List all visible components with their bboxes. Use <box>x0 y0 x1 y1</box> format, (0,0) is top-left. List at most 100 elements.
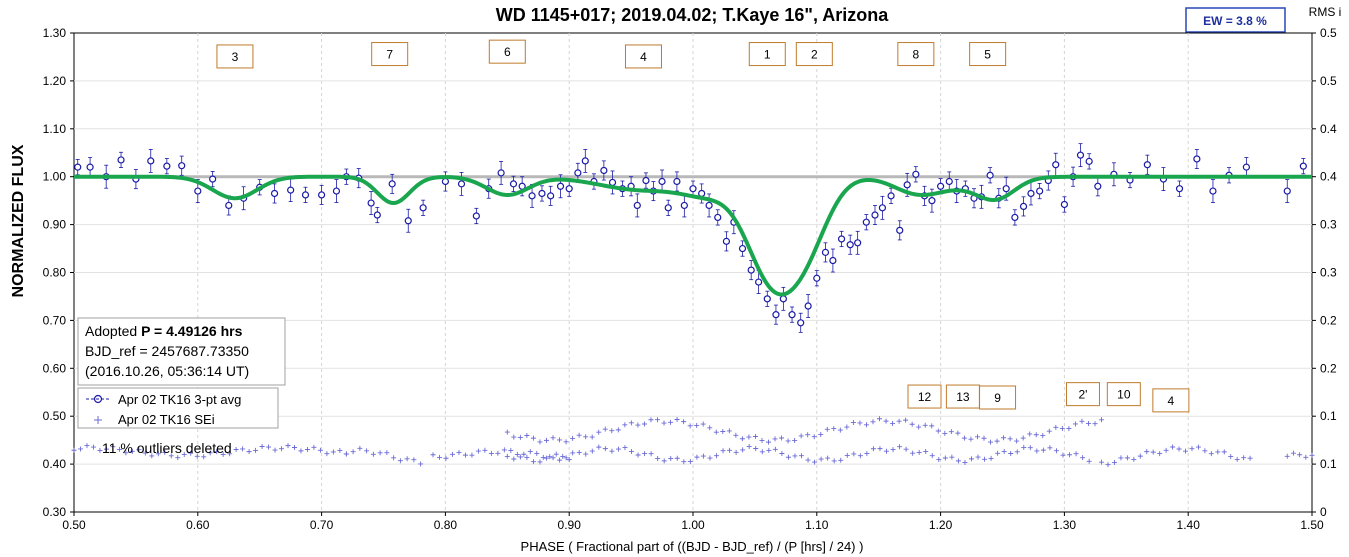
sei-point <box>694 454 700 460</box>
sei-point <box>404 456 410 462</box>
sei-point <box>142 450 148 456</box>
sei-point <box>90 444 96 450</box>
sei-point <box>700 453 706 459</box>
sei-point <box>1099 417 1105 423</box>
data-point <box>1002 185 1010 193</box>
dip-label-box <box>1152 388 1190 413</box>
sei-point <box>589 434 595 440</box>
sei-point <box>974 434 980 440</box>
y2-tick-label: 0.4 <box>1320 122 1337 136</box>
data-point <box>633 201 641 210</box>
y-axis-title: NORMALIZED FLUX <box>10 144 27 297</box>
sei-point <box>916 424 922 430</box>
sei-point <box>517 434 523 440</box>
sei-point <box>883 448 889 454</box>
dip-labels: 3 7 6 4 1 2 8 512 13 9 2' 10 4 <box>216 39 1190 413</box>
sei-point <box>942 430 948 436</box>
sei-point <box>759 437 765 443</box>
sei-point <box>1085 421 1091 427</box>
data-point <box>194 187 202 195</box>
ew-box-text: EW = 3.8 % <box>1203 14 1267 28</box>
data-point <box>332 187 341 195</box>
sei-point <box>517 454 523 460</box>
sei-point <box>259 443 265 449</box>
data-point <box>664 204 672 212</box>
sei-point <box>746 434 752 440</box>
sei-point <box>896 418 902 424</box>
sei-point <box>266 444 272 450</box>
sei-point <box>583 451 589 457</box>
dip-label-box <box>1065 382 1100 407</box>
data-point <box>86 163 94 171</box>
sei-point <box>622 422 628 428</box>
data-point <box>755 278 763 286</box>
sei-point <box>812 459 818 465</box>
model-curve <box>74 174 1312 297</box>
sei-point <box>805 432 811 438</box>
dip-label-box <box>748 42 786 67</box>
sei-point <box>1215 449 1221 455</box>
data-point <box>388 180 396 188</box>
legend-border <box>77 387 279 429</box>
sei-point <box>687 423 693 429</box>
data-point <box>556 182 565 190</box>
sei-point <box>449 451 455 457</box>
sei-point <box>870 419 876 425</box>
sei-point <box>1241 455 1247 461</box>
sei-point <box>850 419 856 425</box>
x-tick-label: 0.60 <box>186 518 210 532</box>
sei-point <box>1086 458 1092 464</box>
x-tick-label: 1.10 <box>805 518 829 532</box>
dip-label-box <box>979 385 1017 410</box>
sei-point <box>560 453 566 459</box>
sei-point <box>968 456 974 462</box>
sei-point <box>713 429 719 435</box>
sei-point <box>629 449 635 455</box>
ew-box-border <box>1185 7 1286 33</box>
data-point <box>862 218 870 226</box>
sei-point <box>377 450 383 456</box>
data-point <box>878 204 887 212</box>
sei-point <box>488 450 494 456</box>
y-tick-label: 0.40 <box>43 457 67 471</box>
data-point <box>673 177 681 186</box>
sei-point <box>233 446 239 452</box>
sei-point <box>1020 435 1026 441</box>
data-point <box>871 211 879 219</box>
x-tick-label: 1.50 <box>1300 518 1324 532</box>
x-tick-label: 0.70 <box>310 518 334 532</box>
legend: Apr 02 TK16 3-pt avg Apr 02 TK16 SEi <box>77 387 279 429</box>
data-point <box>1019 202 1028 210</box>
sei-point <box>838 457 844 463</box>
y2-tick-label: 0.1 <box>1320 457 1337 471</box>
sei-point <box>227 451 233 457</box>
sei-point <box>674 416 680 422</box>
x-tick-label: 0.50 <box>62 518 86 532</box>
sei-point <box>110 444 116 450</box>
y2-tick-label: 0.2 <box>1320 313 1337 327</box>
sei-point <box>831 458 837 464</box>
sei-point <box>1144 449 1150 455</box>
dip-label-text: 5 <box>984 48 991 62</box>
sei-point <box>246 449 252 455</box>
data-point <box>472 212 480 220</box>
sei-point <box>103 446 109 452</box>
data-point <box>912 170 920 178</box>
sei-point <box>566 457 572 463</box>
sei-point <box>557 437 563 443</box>
y2-tick-label: 0.3 <box>1320 218 1337 232</box>
sei-point <box>583 434 589 440</box>
data-point <box>1060 200 1069 209</box>
data-point <box>163 162 171 170</box>
sei-point <box>818 431 824 437</box>
dip-label-text: 4 <box>1168 394 1175 408</box>
sei-point <box>962 459 968 465</box>
sei-point <box>357 445 363 451</box>
sei-point <box>220 451 226 457</box>
data-point <box>846 241 854 249</box>
data-point <box>117 156 125 164</box>
sei-point <box>530 435 536 441</box>
sei-point <box>870 446 876 452</box>
sei-point <box>995 450 1001 456</box>
y2-tick-label: 0.5 <box>1320 26 1337 40</box>
